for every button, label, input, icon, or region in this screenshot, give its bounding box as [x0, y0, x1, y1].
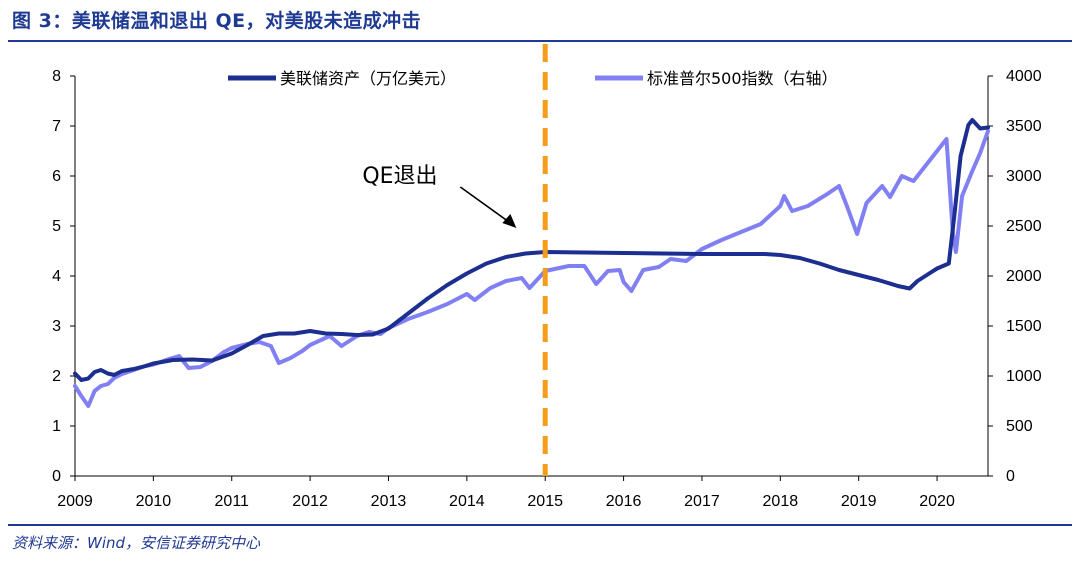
left-tick-label: 4: [52, 268, 61, 285]
right-tick-label: 1500: [1006, 318, 1042, 335]
figure-title: 图 3：美联储温和退出 QE，对美股未造成冲击: [12, 10, 422, 32]
x-tick-label: 2014: [449, 493, 485, 510]
right-tick-label: 3500: [1006, 118, 1042, 135]
series-layer: [73, 118, 990, 408]
x-tick-label: 2020: [919, 493, 955, 510]
x-tick-label: 2011: [215, 493, 250, 510]
right-tick-label: 3000: [1006, 168, 1042, 185]
axes: 0 1 2 3 4 5 6 7 8 0 500 1000 1500 2000 2500 3000 3500 400…: [52, 68, 1042, 510]
x-tick-label: 2016: [606, 493, 642, 510]
right-tick-label: 1000: [1006, 368, 1042, 385]
x-tick-label: 2019: [841, 493, 877, 510]
right-tick-label: 0: [1006, 468, 1015, 485]
x-tick-label: 2009: [57, 493, 93, 510]
left-tick-label: 7: [52, 118, 61, 135]
annotation-arrow: [459, 186, 511, 224]
source-note: 资料来源：Wind，安信证券研究中心: [12, 534, 261, 552]
left-tick-label: 6: [52, 168, 61, 185]
right-tick-label: 500: [1006, 418, 1033, 435]
annotation-label: QE退出: [362, 164, 437, 189]
x-tick-label: 2018: [763, 493, 799, 510]
left-tick-label: 0: [52, 468, 61, 485]
x-tick-label: 2017: [684, 493, 720, 510]
series-line-fed-assets: [73, 118, 990, 382]
left-tick-label: 3: [52, 318, 61, 335]
annotation-layer: QE退出: [362, 44, 548, 476]
source-divider: [8, 524, 1072, 526]
right-tick-label: 2500: [1006, 218, 1042, 235]
x-tick-label: 2012: [292, 493, 328, 510]
right-tick-label: 4000: [1006, 68, 1042, 85]
left-tick-label: 1: [52, 418, 61, 435]
left-tick-label: 8: [52, 68, 61, 85]
legend-label-sp500: 标准普尔500指数（右轴）: [647, 69, 838, 88]
x-tick-label: 2010: [136, 493, 172, 510]
left-tick-label: 2: [52, 368, 61, 385]
title-divider: [8, 40, 1072, 42]
series-line-sp500: [73, 129, 990, 408]
legend: 美联储资产（万亿美元） 标准普尔500指数（右轴）: [228, 69, 838, 88]
x-tick-label: 2013: [371, 493, 407, 510]
x-tick-label: 2015: [527, 493, 563, 510]
right-tick-label: 2000: [1006, 268, 1042, 285]
annotation-arrowhead: [502, 214, 517, 228]
left-tick-label: 5: [52, 218, 61, 235]
legend-label-fed-assets: 美联储资产（万亿美元）: [280, 69, 456, 88]
